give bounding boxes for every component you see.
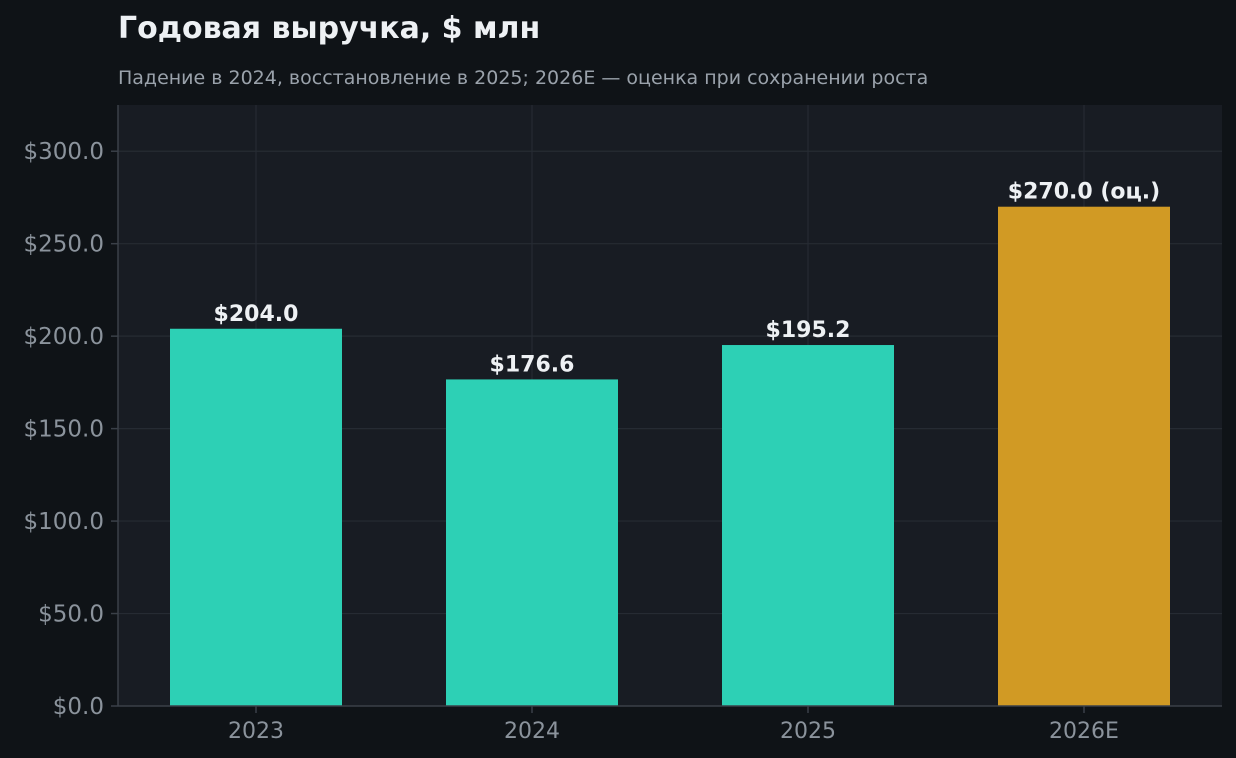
bars — [170, 206, 1170, 706]
bar-2023 — [170, 328, 342, 706]
y-tick-label: $100.0 — [24, 509, 104, 535]
chart-title: Годовая выручка, $ млн — [118, 11, 540, 46]
bar-value-label: $270.0 (оц.) — [1008, 180, 1160, 205]
y-tick-label: $200.0 — [24, 324, 104, 350]
x-tick-label: 2024 — [504, 719, 560, 744]
bar-value-label: $204.0 — [214, 302, 299, 327]
y-tick-label: $300.0 — [24, 139, 104, 165]
axes: $0.0 $50.0 $100.0 $150.0 $200.0 $250.0 $300.0 2… — [24, 105, 1222, 744]
bar-2025 — [722, 345, 894, 706]
data-labels: $204.0 $176.6 $195.2 $270.0 (оц.) — [214, 180, 1161, 378]
x-tick-label: 2026E — [1049, 719, 1119, 744]
bar-2024 — [446, 379, 618, 706]
y-tick-label: $150.0 — [24, 417, 104, 443]
bar-value-label: $195.2 — [766, 318, 851, 343]
y-tick-label: $250.0 — [24, 232, 104, 258]
x-tick-label: 2025 — [780, 719, 836, 744]
y-tick-label: $50.0 — [38, 602, 104, 628]
bar-2026e — [998, 206, 1170, 706]
y-tick-label: $0.0 — [53, 694, 104, 720]
bar-value-label: $176.6 — [490, 352, 575, 377]
chart-subtitle: Падение в 2024, восстановление в 2025; 2… — [118, 67, 928, 89]
x-tick-label: 2023 — [228, 719, 284, 744]
